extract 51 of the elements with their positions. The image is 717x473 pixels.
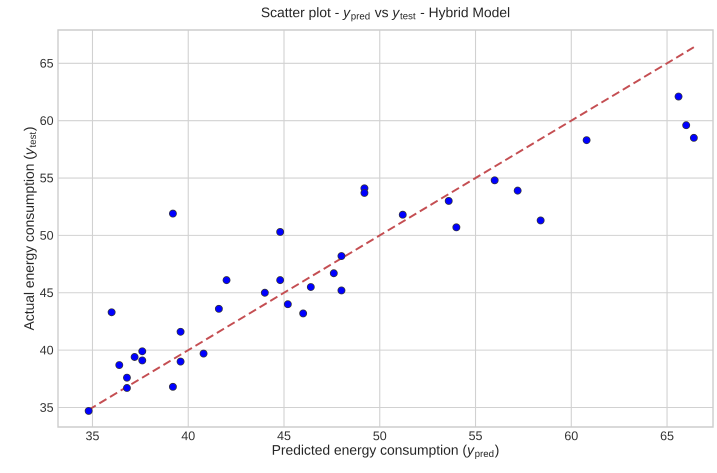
y-tick-label: 60 bbox=[40, 116, 54, 126]
point bbox=[452, 223, 460, 232]
point bbox=[360, 188, 368, 197]
x-axis-title: Predicted energy consumption (y$_{pred}$) bbox=[272, 444, 498, 459]
x-tick-label: 45 bbox=[277, 431, 290, 440]
y-tick-label: 45 bbox=[40, 288, 54, 298]
point bbox=[214, 304, 223, 313]
point bbox=[108, 308, 116, 316]
point bbox=[444, 197, 453, 205]
point bbox=[682, 121, 690, 130]
y-tick-label: 65 bbox=[40, 58, 54, 68]
point bbox=[123, 384, 131, 392]
point bbox=[536, 216, 545, 224]
point bbox=[123, 374, 131, 382]
point bbox=[338, 286, 346, 294]
point bbox=[330, 269, 338, 278]
point bbox=[582, 136, 591, 144]
point bbox=[490, 176, 499, 184]
y-tick-label: 40 bbox=[40, 346, 54, 355]
point bbox=[338, 252, 346, 260]
point bbox=[176, 358, 185, 366]
x-tick-label: 55 bbox=[469, 431, 482, 440]
point bbox=[276, 276, 284, 284]
point bbox=[200, 350, 208, 358]
point bbox=[690, 134, 698, 142]
point bbox=[284, 300, 292, 308]
point bbox=[276, 228, 284, 236]
y-tick-label: 55 bbox=[40, 174, 54, 182]
x-tick-label: 50 bbox=[373, 431, 386, 440]
point bbox=[398, 210, 407, 219]
point bbox=[299, 309, 308, 318]
point bbox=[168, 382, 177, 391]
x-tick-label: 60 bbox=[564, 431, 578, 440]
point bbox=[306, 283, 315, 291]
point bbox=[222, 276, 230, 284]
x-tick-label: 35 bbox=[86, 431, 99, 440]
point bbox=[176, 328, 185, 336]
point bbox=[260, 288, 269, 297]
point bbox=[674, 92, 682, 100]
point bbox=[514, 186, 522, 195]
point bbox=[130, 353, 139, 361]
point bbox=[168, 210, 177, 218]
point bbox=[138, 356, 146, 364]
y-tick-label: 50 bbox=[40, 230, 54, 240]
x-tick-label: 65 bbox=[660, 431, 674, 440]
y-tick-label: 35 bbox=[40, 403, 54, 412]
point bbox=[138, 347, 146, 356]
x-tick-label: 40 bbox=[182, 431, 195, 440]
point bbox=[115, 361, 124, 369]
chart-title: Scatter plot - y$_{pred}$ vs y$_{test}$ - Hybrid Model bbox=[262, 7, 510, 22]
point bbox=[84, 406, 93, 415]
